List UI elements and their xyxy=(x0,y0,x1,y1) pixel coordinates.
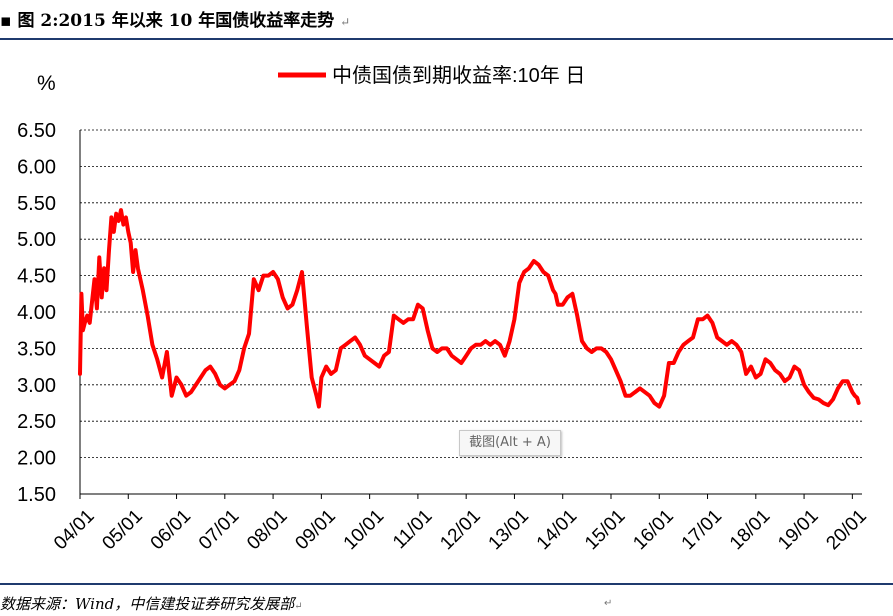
y-tick-label: 3.50 xyxy=(17,338,56,360)
gridlines xyxy=(80,129,862,459)
x-tick-label: 06/01 xyxy=(147,506,195,554)
x-tick-label: 10/01 xyxy=(340,506,388,554)
figure-title: ▪ 图 2:2015 年以来 10 年国债收益率走势 ↵ xyxy=(0,6,350,31)
figure-header: ▪ 图 2:2015 年以来 10 年国债收益率走势 ↵ xyxy=(0,0,893,40)
header-rule xyxy=(0,38,893,40)
title-text: 图 2:2015 年以来 10 年国债收益率走势 xyxy=(17,11,335,31)
x-tick-label: 12/01 xyxy=(436,506,484,554)
x-tick-label: 13/01 xyxy=(485,506,533,554)
y-tick-label: 4.50 xyxy=(17,266,56,288)
yield-chart: 1.50 2.00 2.50 3.00 3.50 4.00 4.50 5.00 5.50 6.00… xyxy=(17,64,871,554)
x-tick-label: 14/01 xyxy=(533,506,581,554)
y-tick-label: 4.00 xyxy=(17,302,56,324)
title-bullet: ▪ xyxy=(0,11,12,31)
screenshot-tooltip: 截图(Alt + A) xyxy=(459,430,561,456)
series-10y-yield-line xyxy=(78,208,861,409)
y-tick-label: 2.00 xyxy=(17,448,56,470)
x-tick-label: 15/01 xyxy=(581,506,629,554)
x-tick-label: 07/01 xyxy=(195,506,243,554)
y-tick-label: 3.00 xyxy=(17,375,56,397)
x-tick-label: 08/01 xyxy=(243,506,291,554)
y-tick-label: 6.00 xyxy=(17,156,56,178)
data-source: 数据来源：Wind，中信建投证券研究发展部↵ xyxy=(0,593,303,614)
y-tick-label: 6.50 xyxy=(17,120,56,142)
y-tick-label: 5.00 xyxy=(17,229,56,251)
y-tick-labels: 1.50 2.00 2.50 3.00 3.50 4.00 4.50 5.00 5.50 6.00… xyxy=(17,120,56,506)
x-tick-label: 11/01 xyxy=(389,506,436,553)
x-tick-label: 20/01 xyxy=(822,506,870,554)
stray-return-mark: ↵ xyxy=(604,598,613,609)
legend: 中债国债到期收益率:10年 日 xyxy=(278,64,585,87)
legend-label-10y-yield: 中债国债到期收益率:10年 日 xyxy=(332,64,585,87)
y-axis-unit: % xyxy=(37,72,56,95)
y-tick-label: 5.50 xyxy=(17,193,56,215)
footer-rule xyxy=(0,583,893,585)
x-tick-label: 16/01 xyxy=(629,506,677,554)
x-tick-label: 17/01 xyxy=(678,506,726,554)
x-tick-label: 18/01 xyxy=(726,506,774,554)
x-tick-label: 04/01 xyxy=(50,506,98,554)
source-return-mark: ↵ xyxy=(294,601,303,612)
x-tick-labels: 04/01 05/01 06/01 07/01 08/01 09/01 10/01 11/01… xyxy=(50,494,871,554)
x-tick-label: 05/01 xyxy=(98,506,146,554)
source-text: 数据来源：Wind，中信建投证券研究发展部 xyxy=(0,595,295,613)
y-tick-label: 1.50 xyxy=(17,484,56,506)
y-tick-label: 2.50 xyxy=(17,411,56,433)
x-tick-label: 19/01 xyxy=(774,506,822,554)
title-return-mark: ↵ xyxy=(340,15,351,29)
x-tick-label: 09/01 xyxy=(291,506,339,554)
